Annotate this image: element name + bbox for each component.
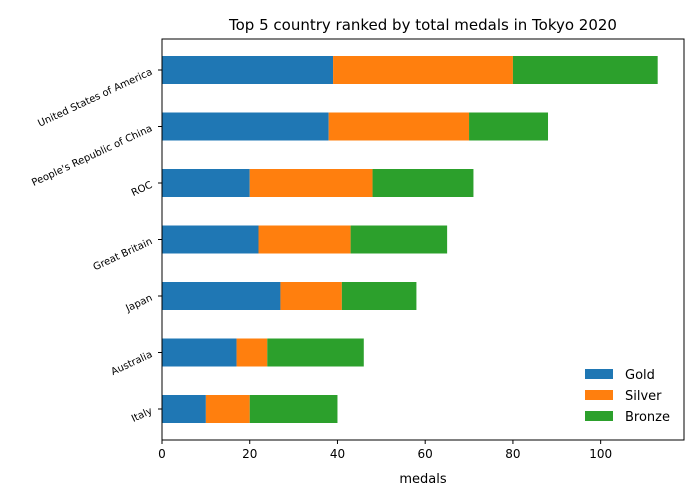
bar-gold-1 — [162, 112, 329, 141]
legend-label-silver: Silver — [625, 389, 662, 404]
bar-bronze-4 — [341, 282, 417, 310]
bar-silver-4 — [280, 282, 342, 310]
bar-silver-0 — [333, 56, 513, 84]
bars-group — [162, 56, 658, 423]
legend-swatch-gold — [585, 369, 613, 379]
bar-silver-6 — [205, 395, 250, 423]
legend-label-bronze: Bronze — [625, 410, 670, 425]
y-tick-label: Australia — [110, 349, 155, 378]
bar-silver-5 — [236, 338, 268, 367]
x-axis-label: medals — [399, 472, 446, 487]
chart-title: Top 5 country ranked by total medals in … — [228, 16, 617, 34]
y-tick-label: United States of America — [36, 67, 154, 130]
x-tick-label: 100 — [589, 447, 612, 461]
x-tick-label: 0 — [158, 447, 166, 461]
legend-label-gold: Gold — [625, 368, 655, 383]
bar-silver-3 — [258, 225, 351, 254]
y-tick-label: Japan — [123, 293, 154, 315]
bar-gold-3 — [162, 225, 259, 254]
bar-bronze-0 — [512, 56, 658, 84]
bar-gold-6 — [162, 395, 206, 423]
x-tick-label: 60 — [418, 447, 433, 461]
legend: Gold Silver Bronze — [585, 368, 670, 425]
bar-bronze-1 — [469, 112, 549, 141]
bar-bronze-6 — [249, 395, 338, 423]
bar-gold-5 — [162, 338, 237, 367]
y-tick-label: People's Republic of China — [30, 123, 154, 189]
bar-bronze-2 — [372, 169, 474, 197]
y-tick-label: ROC — [130, 180, 154, 199]
bar-gold-2 — [162, 169, 250, 197]
bar-gold-0 — [162, 56, 334, 84]
y-tick-label: Great Britain — [92, 236, 155, 273]
x-tick-label: 20 — [242, 447, 257, 461]
bar-silver-1 — [328, 112, 470, 141]
x-tick-label: 40 — [330, 447, 345, 461]
x-axis-ticks: 0 20 40 60 80 100 — [158, 440, 612, 461]
bar-bronze-5 — [267, 338, 364, 367]
bar-silver-2 — [249, 169, 373, 197]
bar-gold-4 — [162, 282, 281, 310]
x-tick-label: 80 — [505, 447, 520, 461]
legend-swatch-bronze — [585, 411, 613, 421]
bar-bronze-3 — [350, 225, 448, 254]
y-tick-label: Italy — [130, 406, 154, 425]
legend-swatch-silver — [585, 390, 613, 400]
